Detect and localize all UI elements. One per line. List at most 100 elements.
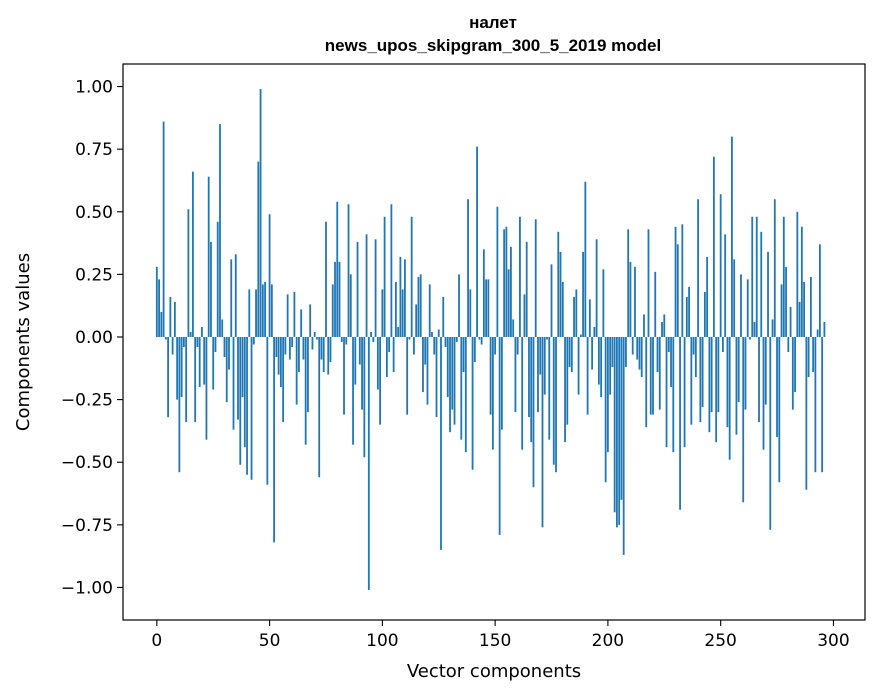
bar-component-237 — [690, 336, 693, 425]
bar-component-171 — [541, 336, 544, 528]
bar-component-260 — [742, 336, 745, 503]
bar-component-216 — [643, 314, 645, 337]
bar-component-98 — [376, 336, 379, 390]
bar-component-30 — [223, 336, 226, 358]
bar-component-85 — [347, 204, 350, 337]
bar-component-44 — [255, 289, 257, 337]
bar-component-222 — [656, 336, 659, 373]
bar-component-160 — [516, 336, 519, 355]
bar-component-49 — [266, 336, 269, 485]
bar-component-250 — [719, 194, 722, 337]
bar-component-128 — [444, 336, 447, 348]
bar-component-101 — [383, 216, 386, 337]
bar-component-280 — [787, 336, 790, 353]
x-tick-label: 0 — [151, 631, 162, 651]
bar-component-138 — [467, 199, 469, 337]
bar-component-48 — [264, 281, 266, 337]
bar-component-174 — [548, 336, 551, 440]
bar-component-179 — [559, 251, 562, 337]
bar-component-186 — [575, 289, 578, 337]
bar-component-67 — [307, 336, 309, 413]
bar-component-86 — [349, 274, 352, 337]
bar-component-190 — [584, 181, 587, 337]
bar-component-17 — [194, 336, 197, 423]
bar-component-228 — [670, 336, 672, 388]
bar-component-99 — [379, 336, 381, 425]
bar-component-36 — [237, 336, 239, 420]
bar-component-109 — [401, 289, 404, 337]
bar-component-288 — [805, 336, 808, 490]
bar-component-155 — [505, 226, 508, 337]
bar-component-45 — [257, 161, 260, 337]
bar-component-10 — [178, 336, 181, 473]
bar-component-126 — [440, 336, 442, 550]
bar-component-266 — [755, 216, 758, 337]
bar-component-182 — [566, 336, 569, 425]
bar-component-115 — [415, 304, 418, 337]
bar-component-53 — [275, 336, 278, 358]
bar-component-177 — [555, 336, 557, 473]
bar-component-110 — [404, 259, 406, 337]
bar-component-295 — [821, 336, 824, 473]
bar-component-97 — [374, 239, 377, 337]
bar-component-118 — [422, 336, 424, 393]
bar-component-236 — [688, 286, 690, 337]
bar-component-90 — [358, 336, 361, 365]
bar-component-289 — [807, 336, 810, 378]
bar-component-233 — [681, 224, 684, 337]
bar-component-77 — [329, 336, 332, 363]
bar-component-57 — [284, 336, 287, 355]
bar-component-4 — [164, 336, 167, 340]
bar-component-6 — [169, 296, 172, 337]
bar-component-243 — [703, 291, 706, 337]
plot-area-frame — [122, 63, 866, 621]
bar-component-220 — [652, 336, 654, 415]
bar-component-133 — [455, 336, 458, 342]
x-tick-label: 50 — [259, 631, 281, 651]
bar-component-8 — [173, 301, 176, 337]
bar-component-218 — [647, 229, 650, 337]
bar-component-248 — [715, 336, 718, 443]
bar-component-43 — [252, 336, 255, 345]
y-tick-label: 0.75 — [75, 140, 113, 160]
bar-component-176 — [552, 336, 555, 465]
x-axis-ticks: 0 50 100 150 200 250 300 — [151, 620, 850, 651]
bar-component-294 — [818, 244, 821, 337]
bar-component-157 — [510, 246, 512, 337]
bar-component-241 — [699, 336, 702, 423]
bar-component-175 — [550, 264, 553, 337]
bar-component-198 — [602, 269, 605, 337]
bar-component-40 — [246, 336, 248, 475]
bar-component-12 — [182, 336, 185, 348]
bar-component-277 — [780, 284, 783, 337]
bar-component-161 — [519, 216, 521, 337]
bar-component-13 — [185, 336, 188, 423]
bar-component-144 — [480, 336, 483, 345]
bar-component-3 — [162, 121, 165, 337]
bar-component-267 — [758, 336, 760, 423]
bar-component-136 — [462, 336, 465, 373]
bar-component-227 — [667, 336, 670, 353]
bar-component-193 — [591, 336, 593, 370]
bar-component-25 — [212, 336, 215, 390]
bar-component-148 — [489, 336, 492, 415]
bar-component-5 — [167, 336, 169, 418]
bar-component-259 — [740, 274, 742, 337]
chart-title-word: налет — [469, 13, 517, 32]
bar-component-269 — [762, 336, 765, 450]
bar-component-72 — [318, 336, 321, 478]
bar-component-82 — [340, 336, 343, 342]
bar-component-264 — [751, 216, 754, 337]
bar-component-209 — [627, 229, 630, 337]
bar-component-232 — [679, 336, 681, 510]
bar-component-38 — [241, 336, 244, 398]
bar-component-122 — [431, 331, 433, 337]
bar-component-46 — [259, 89, 262, 337]
bar-component-146 — [485, 279, 487, 337]
bar-component-94 — [367, 336, 370, 590]
bar-component-62 — [295, 336, 298, 405]
bar-component-212 — [634, 266, 636, 337]
bar-component-270 — [764, 336, 767, 405]
bar-component-2 — [160, 311, 163, 337]
bar-component-69 — [311, 336, 314, 350]
